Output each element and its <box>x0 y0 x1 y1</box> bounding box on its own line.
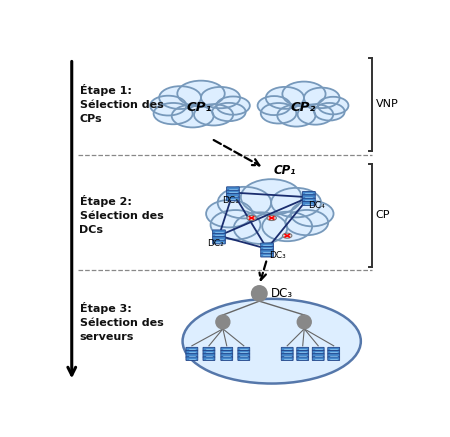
FancyBboxPatch shape <box>227 187 239 191</box>
FancyBboxPatch shape <box>238 357 250 361</box>
FancyBboxPatch shape <box>297 347 309 351</box>
FancyBboxPatch shape <box>203 354 215 357</box>
Ellipse shape <box>271 188 321 217</box>
FancyBboxPatch shape <box>213 233 225 237</box>
FancyBboxPatch shape <box>261 246 274 250</box>
FancyBboxPatch shape <box>186 347 198 351</box>
FancyBboxPatch shape <box>328 350 340 354</box>
Ellipse shape <box>201 87 240 108</box>
Ellipse shape <box>285 210 328 235</box>
FancyBboxPatch shape <box>203 350 215 354</box>
Text: VNP: VNP <box>376 99 398 109</box>
Ellipse shape <box>153 103 193 124</box>
Ellipse shape <box>266 87 304 109</box>
Text: Étape 3:
Sélection des
serveurs: Étape 3: Sélection des serveurs <box>80 302 163 342</box>
Text: CP: CP <box>376 210 390 220</box>
FancyBboxPatch shape <box>213 237 225 240</box>
FancyBboxPatch shape <box>297 354 309 357</box>
FancyBboxPatch shape <box>213 240 225 244</box>
FancyBboxPatch shape <box>281 354 293 357</box>
Ellipse shape <box>172 104 214 128</box>
Ellipse shape <box>304 88 340 108</box>
Ellipse shape <box>247 215 256 221</box>
Text: Étape 1:
Sélection des
CPs: Étape 1: Sélection des CPs <box>80 84 163 125</box>
FancyBboxPatch shape <box>297 357 309 361</box>
Ellipse shape <box>291 201 333 226</box>
FancyBboxPatch shape <box>186 354 198 357</box>
FancyBboxPatch shape <box>297 350 309 354</box>
Circle shape <box>297 315 311 329</box>
FancyBboxPatch shape <box>186 357 198 361</box>
Ellipse shape <box>159 86 201 109</box>
Ellipse shape <box>277 104 315 127</box>
Ellipse shape <box>218 187 271 218</box>
Ellipse shape <box>262 212 312 241</box>
Ellipse shape <box>177 81 225 107</box>
Ellipse shape <box>206 200 252 227</box>
Ellipse shape <box>318 97 348 114</box>
Ellipse shape <box>216 97 250 115</box>
FancyBboxPatch shape <box>203 347 215 351</box>
Text: CP₁: CP₁ <box>187 101 212 114</box>
FancyBboxPatch shape <box>227 197 239 201</box>
FancyBboxPatch shape <box>186 350 198 354</box>
Text: DC₁: DC₁ <box>222 196 239 205</box>
FancyBboxPatch shape <box>302 198 315 202</box>
FancyBboxPatch shape <box>221 354 233 357</box>
FancyBboxPatch shape <box>261 243 274 247</box>
FancyBboxPatch shape <box>312 357 324 361</box>
FancyBboxPatch shape <box>238 354 250 357</box>
Ellipse shape <box>283 233 292 238</box>
Ellipse shape <box>267 215 276 221</box>
Ellipse shape <box>261 103 297 124</box>
FancyBboxPatch shape <box>261 253 274 257</box>
Ellipse shape <box>211 210 261 239</box>
Text: CP₁: CP₁ <box>274 164 296 177</box>
Text: Étape 2:
Sélection des
DCs: Étape 2: Sélection des DCs <box>80 195 163 235</box>
Text: CP₂: CP₂ <box>290 101 315 114</box>
FancyBboxPatch shape <box>312 347 324 351</box>
FancyBboxPatch shape <box>302 191 315 195</box>
Text: DC₄: DC₄ <box>308 201 325 210</box>
FancyBboxPatch shape <box>238 347 250 351</box>
FancyBboxPatch shape <box>221 357 233 361</box>
Ellipse shape <box>282 82 326 107</box>
FancyBboxPatch shape <box>302 195 315 199</box>
Text: DC₃: DC₃ <box>270 251 286 260</box>
Ellipse shape <box>297 104 333 125</box>
Circle shape <box>216 315 230 329</box>
FancyBboxPatch shape <box>328 354 340 357</box>
Circle shape <box>252 286 267 301</box>
FancyBboxPatch shape <box>281 350 293 354</box>
Ellipse shape <box>150 96 186 115</box>
FancyBboxPatch shape <box>227 194 239 198</box>
Ellipse shape <box>241 179 302 215</box>
Ellipse shape <box>257 96 291 115</box>
Ellipse shape <box>194 104 233 125</box>
FancyBboxPatch shape <box>203 357 215 361</box>
FancyBboxPatch shape <box>213 230 225 234</box>
FancyBboxPatch shape <box>312 354 324 357</box>
Text: DC₂: DC₂ <box>207 239 224 249</box>
FancyBboxPatch shape <box>302 201 315 205</box>
FancyBboxPatch shape <box>312 350 324 354</box>
Ellipse shape <box>212 103 246 121</box>
FancyBboxPatch shape <box>221 350 233 354</box>
FancyBboxPatch shape <box>238 350 250 354</box>
FancyBboxPatch shape <box>227 190 239 194</box>
Ellipse shape <box>183 299 361 384</box>
Ellipse shape <box>234 212 287 244</box>
FancyBboxPatch shape <box>281 357 293 361</box>
FancyBboxPatch shape <box>221 347 233 351</box>
FancyBboxPatch shape <box>328 347 340 351</box>
Text: DC₃: DC₃ <box>271 287 293 300</box>
Ellipse shape <box>314 103 345 121</box>
FancyBboxPatch shape <box>281 347 293 351</box>
FancyBboxPatch shape <box>328 357 340 361</box>
FancyBboxPatch shape <box>261 250 274 253</box>
